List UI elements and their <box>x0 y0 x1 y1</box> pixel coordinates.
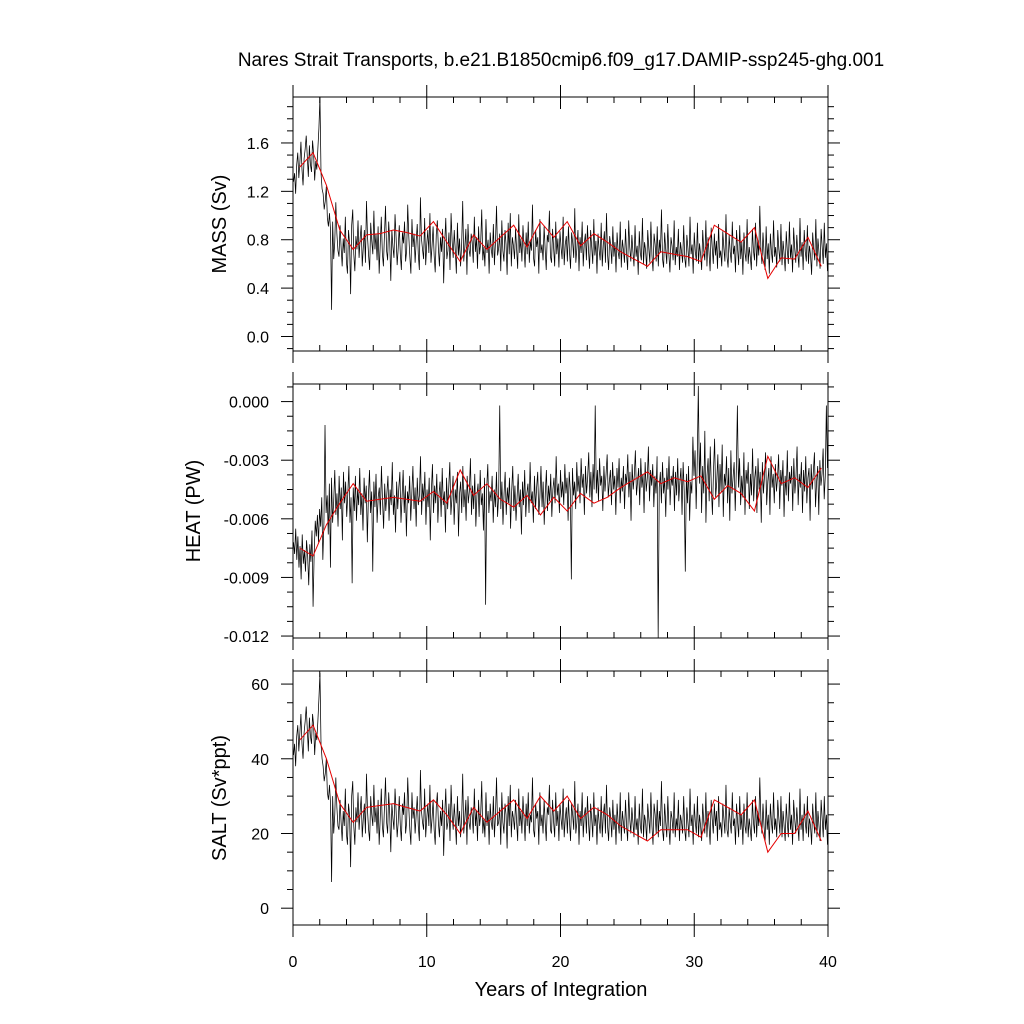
y-tick-label: 60 <box>251 677 269 694</box>
panel-1: 0.0 0.4 0.8 1.2 1.6 MASS (Sv) <box>209 85 840 363</box>
x-tick-label: 20 <box>552 954 570 971</box>
y-tick-label: -0.009 <box>224 570 269 587</box>
y-tick-label: -0.003 <box>224 453 269 470</box>
annual-mean-line <box>299 454 822 557</box>
y-tick-label: -0.012 <box>224 629 269 646</box>
y-axis-label: HEAT (PW) <box>183 460 205 563</box>
x-axis-label: Years of Integration <box>475 979 648 1001</box>
y-tick-label: 1.2 <box>247 184 269 201</box>
y-tick-label: 0.000 <box>229 395 269 412</box>
y-tick-label: 0.8 <box>247 233 269 250</box>
monthly-series-line <box>293 672 828 883</box>
y-tick-label: 40 <box>251 752 269 769</box>
x-tick-label: 40 <box>819 954 837 971</box>
x-tick-label: 10 <box>418 954 436 971</box>
x-tick-label: 0 <box>289 954 298 971</box>
x-tick-label: 30 <box>685 954 703 971</box>
y-axis-label: SALT (Sv*ppt) <box>209 735 231 861</box>
monthly-series-line <box>293 385 828 639</box>
panel-2: -0.012 -0.009 -0.006 -0.003 0.000 HEAT (PW) <box>183 372 840 650</box>
annual-mean-line <box>299 724 822 854</box>
y-tick-label: 20 <box>251 826 269 843</box>
annual-mean-line <box>299 151 822 280</box>
chart-title: Nares Strait Transports, b.e21.B1850cmip… <box>238 50 884 71</box>
y-tick-label: -0.006 <box>224 512 269 529</box>
y-tick-label: 0 <box>260 901 269 918</box>
y-tick-label: 1.6 <box>247 136 269 153</box>
y-tick-label: 0.0 <box>247 329 269 346</box>
y-tick-label: 0.4 <box>247 281 269 298</box>
panel-3: 0 20 40 60 SALT (Sv*ppt) 0 10 20 30 40 <box>209 659 840 971</box>
y-axis-label: MASS (Sv) <box>209 175 231 274</box>
monthly-series-line <box>293 96 828 310</box>
